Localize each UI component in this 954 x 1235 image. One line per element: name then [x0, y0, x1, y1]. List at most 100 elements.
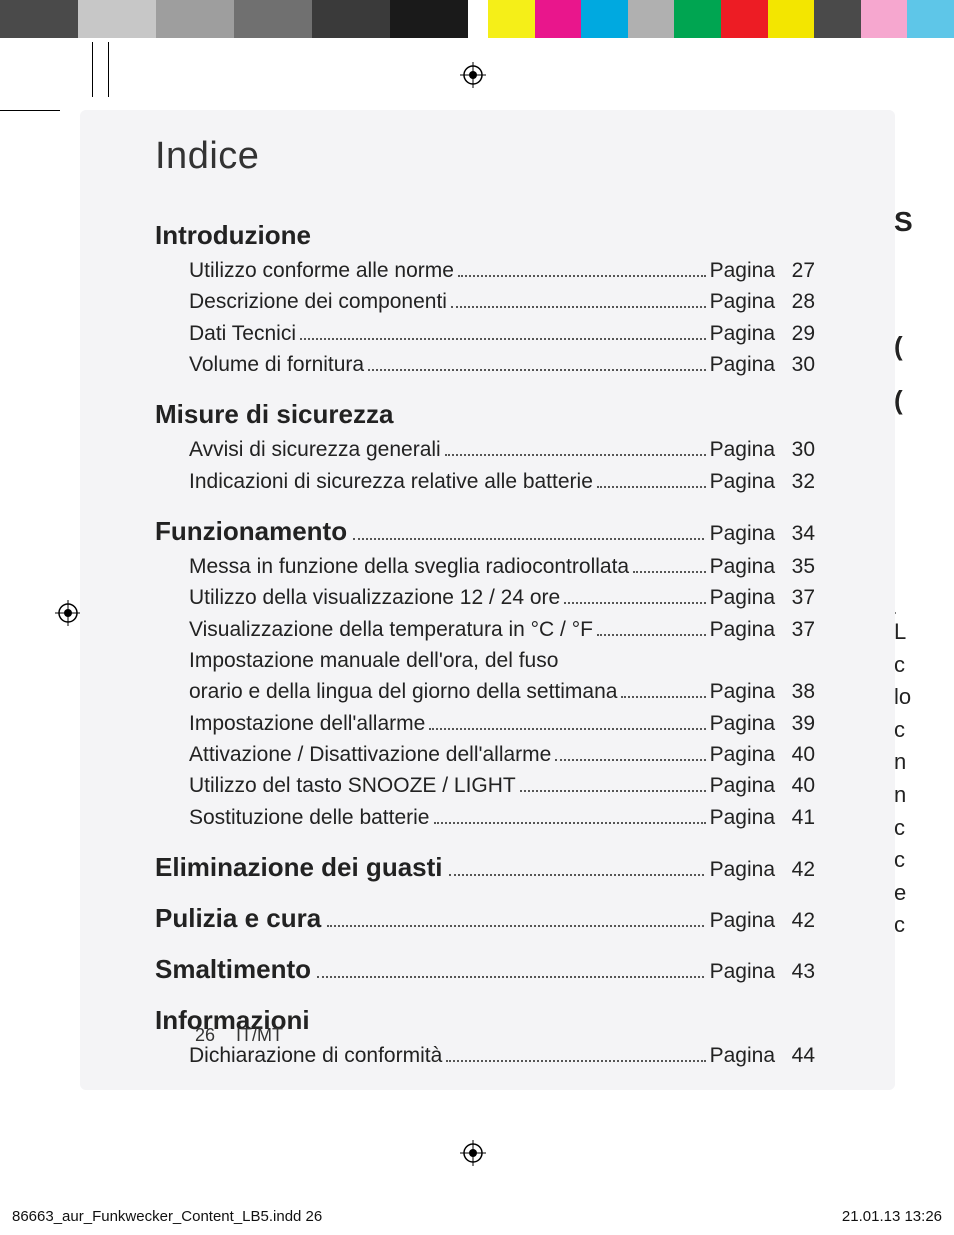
- page-word: Pagina: [710, 804, 775, 832]
- page-word: Pagina: [710, 772, 775, 800]
- toc-entry: orario e della lingua del giorno della s…: [189, 678, 815, 706]
- page-ref: 42: [775, 858, 815, 882]
- page-ref: 35: [775, 553, 815, 581]
- page-word: Pagina: [710, 960, 775, 984]
- toc-entry: Visualizzazione della temperatura in °C …: [189, 616, 815, 644]
- leader-dots: [317, 976, 704, 978]
- page-word: Pagina: [710, 288, 775, 316]
- page-word: Pagina: [710, 741, 775, 769]
- toc-entry: Utilizzo della visualizzazione 12 / 24 o…: [189, 584, 815, 612]
- toc-entry: Sostituzione delle batteriePagina41: [189, 804, 815, 832]
- page-ref: 38: [775, 678, 815, 706]
- page-word: Pagina: [710, 584, 775, 612]
- crop-mark: [108, 42, 109, 97]
- leader-dots: [368, 369, 706, 371]
- color-swatch: [234, 0, 312, 38]
- entry-label: Impostazione dell'allarme: [189, 710, 425, 738]
- page-word: Pagina: [710, 909, 775, 933]
- leader-dots: [429, 728, 705, 730]
- clipped-text-fragment: S: [894, 204, 954, 240]
- page-word: Pagina: [710, 553, 775, 581]
- clipped-text-fragment: L: [894, 618, 954, 647]
- entry-label: Utilizzo della visualizzazione 12 / 24 o…: [189, 584, 560, 612]
- page-footer: 26 IT/MT: [195, 1025, 283, 1046]
- toc-entry: Messa in funzione della sveglia radiocon…: [189, 553, 815, 581]
- leader-dots: [353, 538, 704, 540]
- leader-dots: [520, 790, 706, 792]
- toc-entry: Dati TecniciPagina29: [189, 320, 815, 348]
- page-word: Pagina: [710, 678, 775, 706]
- color-swatch: [535, 0, 582, 38]
- toc-entry: Avvisi di sicurezza generaliPagina30: [189, 436, 815, 464]
- color-swatch: [156, 0, 234, 38]
- leader-dots: [451, 306, 706, 308]
- page-lang: IT/MT: [236, 1025, 283, 1045]
- leader-dots: [597, 486, 706, 488]
- entry-label: Impostazione manuale dell'ora, del fuso: [189, 647, 558, 675]
- entry-label: Attivazione / Disattivazione dell'allarm…: [189, 741, 551, 769]
- section-name: Pulizia e cura: [155, 903, 321, 934]
- color-swatch: [312, 0, 390, 38]
- page-ref: 28: [775, 288, 815, 316]
- entry-label: Avvisi di sicurezza generali: [189, 436, 441, 464]
- clipped-text-fragment: n: [894, 748, 954, 777]
- page-word: Pagina: [710, 1042, 775, 1070]
- section-name: Introduzione: [155, 220, 311, 251]
- clipped-text-fragment: c: [894, 846, 954, 875]
- clipped-text-fragment: c: [894, 651, 954, 680]
- page-word: Pagina: [710, 710, 775, 738]
- crop-mark: [92, 42, 93, 97]
- toc-section-heading: FunzionamentoPagina34: [155, 516, 815, 547]
- toc-entry: Descrizione dei componenti Pagina28: [189, 288, 815, 316]
- page-word: Pagina: [710, 320, 775, 348]
- toc-entry: Utilizzo conforme alle normePagina27: [189, 257, 815, 285]
- color-swatch: [907, 0, 954, 38]
- color-swatch: [628, 0, 675, 38]
- leader-dots: [564, 602, 705, 604]
- entry-label: Descrizione dei componenti: [189, 288, 447, 316]
- leader-dots: [555, 759, 705, 761]
- leader-dots: [458, 275, 706, 277]
- toc-section-heading: Introduzione: [155, 220, 815, 251]
- page-ref: 34: [775, 522, 815, 546]
- clipped-text-fragment: lo: [894, 683, 954, 712]
- page-ref: 42: [775, 909, 815, 933]
- color-swatch: [768, 0, 815, 38]
- color-swatch: [721, 0, 768, 38]
- color-swatch: [581, 0, 628, 38]
- entry-label: Sostituzione delle batterie: [189, 804, 430, 832]
- leader-dots: [449, 874, 704, 876]
- registration-mark: [460, 62, 486, 88]
- leader-dots: [446, 1060, 705, 1062]
- page-ref: 37: [775, 584, 815, 612]
- page-ref: 27: [775, 257, 815, 285]
- toc-entry: Impostazione dell'allarmePagina39: [189, 710, 815, 738]
- page-ref: 30: [775, 351, 815, 379]
- page-word: Pagina: [710, 436, 775, 464]
- registration-mark: [55, 600, 81, 626]
- page-word: Pagina: [710, 468, 775, 496]
- page-word: Pagina: [710, 616, 775, 644]
- toc-section-heading: Eliminazione dei guastiPagina42: [155, 852, 815, 883]
- leader-dots: [327, 925, 703, 927]
- clipped-text-fragment: e: [894, 879, 954, 908]
- leader-dots: [597, 634, 706, 636]
- clipped-text-fragment: c: [894, 814, 954, 843]
- page-number: 26: [195, 1025, 215, 1045]
- page-word: Pagina: [710, 257, 775, 285]
- color-swatch: [488, 0, 535, 38]
- toc-entry-line1: Impostazione manuale dell'ora, del fuso: [189, 647, 815, 675]
- page-content: Indice IntroduzioneUtilizzo conforme all…: [155, 135, 815, 1074]
- leader-dots: [300, 338, 706, 340]
- clipped-text-fragment: c: [894, 911, 954, 940]
- page-ref: 32: [775, 468, 815, 496]
- entry-label: Dati Tecnici: [189, 320, 296, 348]
- entry-label: Messa in funzione della sveglia radiocon…: [189, 553, 629, 581]
- clipped-text-fragment: (: [894, 330, 954, 364]
- color-swatch: [814, 0, 861, 38]
- section-name: Eliminazione dei guasti: [155, 852, 443, 883]
- page-ref: 37: [775, 616, 815, 644]
- right-page-clip: S((Lclocnnccec: [894, 200, 954, 944]
- section-name: Smaltimento: [155, 954, 311, 985]
- page-word: Pagina: [710, 351, 775, 379]
